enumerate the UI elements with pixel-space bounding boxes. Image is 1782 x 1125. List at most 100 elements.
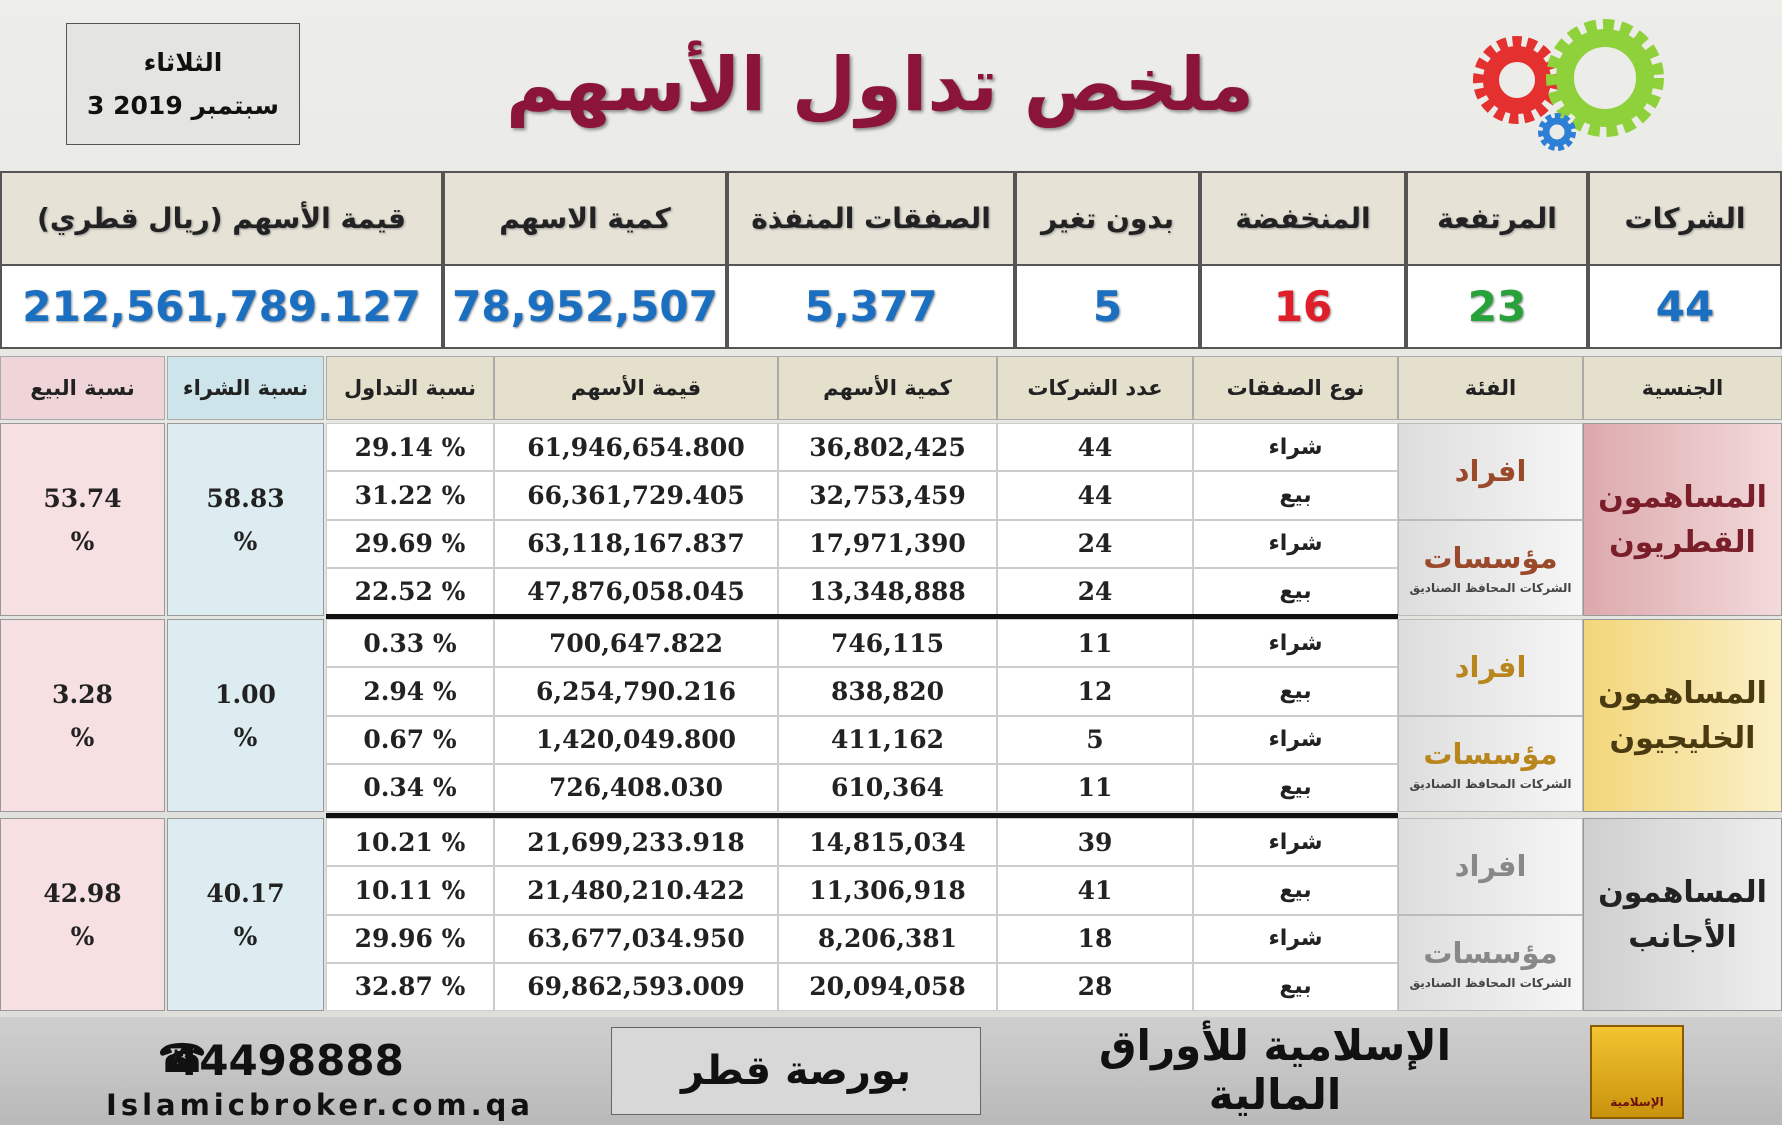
table-cell: 63,677,034.950 (494, 914, 778, 963)
table-cell: 28 (997, 962, 1193, 1011)
nationality: المساهمون الخليجيون (1583, 619, 1782, 812)
category: مؤسسات الشركات المحافظ الصناديق (1398, 715, 1583, 812)
category-sublabel: الشركات المحافظ الصناديق (1409, 975, 1572, 990)
table-cell: 12 (997, 667, 1193, 716)
sell-ratio: 3.28% (0, 619, 165, 812)
percent-sign: % (233, 722, 258, 752)
deal-type: بيع (1193, 667, 1398, 716)
category-label: مؤسسات (1423, 540, 1558, 575)
summary-value: 44 (1588, 264, 1782, 349)
table-cell: 0.33 % (326, 619, 494, 668)
table-header: نسبة البيع (0, 356, 165, 420)
table-cell: 24 (997, 519, 1193, 568)
table-header: الفئة (1398, 356, 1583, 420)
table-cell: 13,348,888 (778, 567, 997, 616)
date-box: الثلاثاء 3 سبتمبر 2019 (66, 23, 300, 145)
nationality: المساهمون القطريون (1583, 423, 1782, 616)
table-cell: 47,876,058.045 (494, 567, 778, 616)
deal-type: شراء (1193, 619, 1398, 668)
sell-ratio: 42.98% (0, 818, 165, 1011)
table-cell: 20,094,058 (778, 962, 997, 1011)
category: مؤسسات الشركات المحافظ الصناديق (1398, 519, 1583, 616)
table-cell: 21,699,233.918 (494, 818, 778, 867)
category: افراد (1398, 423, 1583, 520)
table-cell: 18 (997, 914, 1193, 963)
table-cell: 11 (997, 763, 1193, 812)
summary-value: 5 (1015, 264, 1200, 349)
table-cell: 0.34 % (326, 763, 494, 812)
table-cell: 36,802,425 (778, 423, 997, 472)
deal-type: شراء (1193, 519, 1398, 568)
table-cell: 10.11 % (326, 866, 494, 915)
table-header: قيمة الأسهم (494, 356, 778, 420)
table-cell: 411,162 (778, 715, 997, 764)
website: Islamicbroker.com.qa (106, 1088, 534, 1122)
sell-ratio: 53.74% (0, 423, 165, 616)
table-cell: 29.14 % (326, 423, 494, 472)
nationality: المساهمون الأجانب (1583, 818, 1782, 1011)
summary-header: بدون تغير (1015, 171, 1200, 266)
day: الثلاثاء (143, 48, 223, 77)
deal-type: بيع (1193, 962, 1398, 1011)
table-header: كمية الأسهم (778, 356, 997, 420)
table-cell: 44 (997, 423, 1193, 472)
table-cell: 61,946,654.800 (494, 423, 778, 472)
sell-ratio-value: 42.98 (43, 878, 122, 908)
deal-type: بيع (1193, 763, 1398, 812)
summary-header: قيمة الأسهم (ريال قطري) (0, 171, 443, 266)
table-cell: 31.22 % (326, 471, 494, 520)
table-cell: 17,971,390 (778, 519, 997, 568)
buy-ratio: 1.00% (167, 619, 324, 812)
phone-icon: ☎ (157, 1036, 207, 1082)
table-cell: 11,306,918 (778, 866, 997, 915)
table-cell: 5 (997, 715, 1193, 764)
percent-sign: % (70, 526, 95, 556)
buy-ratio: 40.17% (167, 818, 324, 1011)
table-cell: 69,862,593.009 (494, 962, 778, 1011)
percent-sign: % (233, 526, 258, 556)
category-label: افراد (1454, 849, 1527, 884)
summary-header: المنخفضة (1200, 171, 1406, 266)
deal-type: بيع (1193, 567, 1398, 616)
table-cell: 32.87 % (326, 962, 494, 1011)
percent-sign: % (233, 921, 258, 951)
buy-ratio-value: 1.00 (215, 679, 276, 709)
category-sublabel: الشركات المحافظ الصناديق (1409, 776, 1572, 791)
table-cell: 700,647.822 (494, 619, 778, 668)
summary-header: كمية الاسهم (443, 171, 727, 266)
table-cell: 1,420,049.800 (494, 715, 778, 764)
table-header: نسبة الشراء (167, 356, 324, 420)
table-cell: 8,206,381 (778, 914, 997, 963)
title: ملخص تداول الأسهم (505, 42, 1255, 128)
summary-value: 16 (1200, 264, 1406, 349)
company: الإسلامية للأوراق المالية (1099, 1021, 1451, 1119)
category-label: مؤسسات (1423, 935, 1558, 970)
summary-header: المرتفعة (1406, 171, 1588, 266)
category-label: مؤسسات (1423, 736, 1558, 771)
deal-type: شراء (1193, 423, 1398, 472)
buy-ratio: 58.83% (167, 423, 324, 616)
table-cell: 44 (997, 471, 1193, 520)
logo: الإسلامية (1590, 1025, 1684, 1119)
table-cell: 838,820 (778, 667, 997, 716)
summary-value: 23 (1406, 264, 1588, 349)
percent-sign: % (70, 921, 95, 951)
table-header: عدد الشركات (997, 356, 1193, 420)
table-cell: 6,254,790.216 (494, 667, 778, 716)
sell-ratio-value: 53.74 (43, 483, 122, 513)
category: افراد (1398, 818, 1583, 915)
table-header: الجنسية (1583, 356, 1782, 420)
deal-type: شراء (1193, 715, 1398, 764)
table-cell: 41 (997, 866, 1193, 915)
deal-type: شراء (1193, 818, 1398, 867)
table-cell: 21,480,210.422 (494, 866, 778, 915)
table-cell: 726,408.030 (494, 763, 778, 812)
percent-sign: % (70, 722, 95, 752)
deal-type: شراء (1193, 914, 1398, 963)
table-cell: 32,753,459 (778, 471, 997, 520)
buy-ratio-value: 40.17 (206, 878, 285, 908)
category-label: افراد (1454, 454, 1527, 489)
group-separator (326, 813, 1398, 818)
table-cell: 2.94 % (326, 667, 494, 716)
